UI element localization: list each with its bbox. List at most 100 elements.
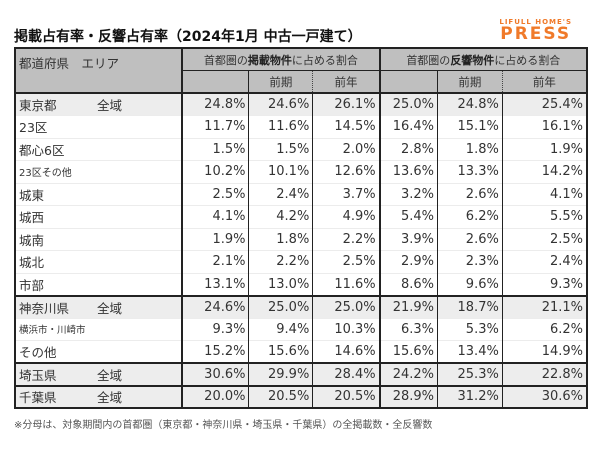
response-prev-year: 2.4%	[549, 254, 583, 270]
listing-share: 9.3%	[182, 318, 250, 341]
table-row: 城東 2.5% 2.4% 3.7% 3.2% 2.6% 4.1%	[15, 183, 587, 206]
table-row: 市部 13.1% 13.0% 11.6% 8.6% 9.6% 9.3%	[15, 273, 587, 296]
listing-share: 1.5%	[182, 138, 250, 161]
response-share: 8.6%	[379, 273, 439, 296]
listing-prev-year: 25.0%	[312, 294, 381, 318]
header-response-prev-period: 前期	[437, 70, 503, 94]
table-row: 東京都 全域 24.8% 24.6% 26.1% 25.0% 24.8% 25.4…	[15, 93, 587, 116]
response-prev-period: 18.7%	[437, 294, 503, 318]
response-prev-year: 14.2%	[541, 164, 583, 180]
area-cell: 横浜市・川崎市	[15, 318, 184, 341]
response-share: 25.0%	[379, 93, 439, 116]
response-prev-period: 31.2%	[437, 384, 503, 408]
response-share: 15.6%	[379, 340, 439, 363]
response-prev-year: 22.8%	[502, 362, 587, 386]
area-cell: 市部	[15, 273, 184, 296]
table-row: 神奈川県 全域 24.6% 25.0% 25.0% 21.9% 18.7% 21.…	[15, 294, 587, 318]
response-prev-period: 24.8%	[437, 93, 503, 116]
listing-prev-period: 29.9%	[248, 362, 314, 386]
header-area: 都道府県 エリア	[15, 48, 184, 94]
response-prev-period: 13.3%	[437, 160, 503, 183]
response-prev-year: 30.6%	[502, 384, 587, 408]
footnote: ※分母は、対象期間内の首都圏（東京都・神奈川県・埼玉県・千葉県）の全掲載数・全反…	[14, 420, 433, 431]
response-prev-year: 6.2%	[549, 321, 583, 337]
response-prev-period: 2.6%	[437, 183, 503, 206]
header-response-prev-year: 前年	[502, 70, 587, 94]
area-cell: 城西	[15, 205, 184, 228]
table-row: 都心6区 1.5% 1.5% 2.0% 2.8% 1.8% 1.9%	[15, 138, 587, 161]
area-cell: 千葉県 全域	[15, 384, 184, 408]
listing-share: 10.2%	[182, 160, 250, 183]
table-row: 横浜市・川崎市 9.3% 9.4% 10.3% 6.3% 5.3% 6.2%	[15, 318, 587, 341]
table-row: 23区その他 10.2% 10.1% 12.6% 13.6% 13.3% 14.…	[15, 160, 587, 183]
response-share: 3.2%	[379, 183, 439, 206]
listing-prev-period: 9.4%	[248, 318, 314, 341]
listing-prev-year: 14.6%	[312, 340, 381, 363]
response-share: 13.6%	[379, 160, 439, 183]
area-cell: 23区その他	[15, 160, 184, 183]
area-cell: その他	[15, 340, 184, 363]
listing-share: 2.5%	[182, 183, 250, 206]
response-share: 5.4%	[379, 205, 439, 228]
area-cell: 城北	[15, 250, 184, 273]
response-prev-year: 16.1%	[541, 119, 583, 135]
response-share: 2.8%	[379, 138, 439, 161]
area-cell: 都心6区	[15, 138, 184, 161]
area-cell: 神奈川県 全域	[15, 294, 184, 318]
response-prev-period: 15.1%	[437, 115, 503, 138]
listing-prev-period: 13.0%	[248, 273, 314, 296]
logo-small-text: LIFULL HOME'S	[499, 18, 572, 26]
listing-prev-year: 14.5%	[312, 115, 381, 138]
response-share: 6.3%	[379, 318, 439, 341]
area-cell: 城南	[15, 228, 184, 251]
response-prev-year: 25.4%	[502, 93, 587, 116]
listing-prev-year: 2.2%	[312, 228, 381, 251]
listing-prev-year: 3.7%	[312, 183, 381, 206]
listing-prev-period: 1.8%	[248, 228, 314, 251]
table-row: 城南 1.9% 1.8% 2.2% 3.9% 2.6% 2.5%	[15, 228, 587, 251]
response-prev-year: 9.3%	[549, 276, 583, 292]
header-response-share: 首都圏の反響物件に占める割合	[379, 48, 587, 71]
response-prev-period: 6.2%	[437, 205, 503, 228]
listing-prev-period: 1.5%	[248, 138, 314, 161]
response-share: 21.9%	[379, 294, 439, 318]
table-row: 23区 11.7% 11.6% 14.5% 16.4% 15.1% 16.1%	[15, 115, 587, 138]
header-listing-prev-period: 前期	[248, 70, 314, 94]
area-cell: 城東	[15, 183, 184, 206]
response-share: 2.9%	[379, 250, 439, 273]
listing-share: 20.0%	[182, 384, 250, 408]
listing-prev-period: 15.6%	[248, 340, 314, 363]
table-row: 千葉県 全域 20.0% 20.5% 20.5% 28.9% 31.2% 30.6…	[15, 384, 587, 408]
listing-share: 24.6%	[182, 294, 250, 318]
listing-prev-year: 11.6%	[312, 273, 381, 296]
response-prev-year: 14.9%	[541, 344, 583, 359]
listing-prev-year: 2.0%	[312, 138, 381, 161]
listing-prev-period: 2.4%	[248, 183, 314, 206]
header-response-current	[379, 70, 439, 94]
listing-share: 13.1%	[182, 273, 250, 296]
header-listing-prev-year: 前年	[312, 70, 381, 94]
response-prev-year: 2.5%	[549, 231, 583, 247]
table-row: 城北 2.1% 2.2% 2.5% 2.9% 2.3% 2.4%	[15, 250, 587, 273]
response-prev-period: 9.6%	[437, 273, 503, 296]
header-listing-share: 首都圏の掲載物件に占める割合	[182, 48, 381, 71]
page-title: 掲載占有率・反響占有率（2024年1月 中古一戸建て）	[14, 29, 362, 45]
listing-prev-period: 11.6%	[248, 115, 314, 138]
response-share: 24.2%	[379, 362, 439, 386]
listing-prev-period: 4.2%	[248, 205, 314, 228]
listing-prev-year: 20.5%	[312, 384, 381, 408]
listing-prev-year: 12.6%	[312, 160, 381, 183]
area-cell: 東京都 全域	[15, 93, 184, 116]
listing-prev-period: 2.2%	[248, 250, 314, 273]
response-prev-period: 25.3%	[437, 362, 503, 386]
listing-prev-year: 10.3%	[312, 318, 381, 341]
listing-share: 30.6%	[182, 362, 250, 386]
listing-prev-year: 4.9%	[312, 205, 381, 228]
response-prev-period: 1.8%	[437, 138, 503, 161]
listing-prev-year: 28.4%	[312, 362, 381, 386]
listing-share: 11.7%	[182, 115, 250, 138]
response-prev-period: 13.4%	[437, 340, 503, 363]
table-row: その他 15.2% 15.6% 14.6% 15.6% 13.4% 14.9%	[15, 340, 587, 363]
response-share: 28.9%	[379, 384, 439, 408]
logo-big-text: PRESS	[500, 24, 572, 44]
